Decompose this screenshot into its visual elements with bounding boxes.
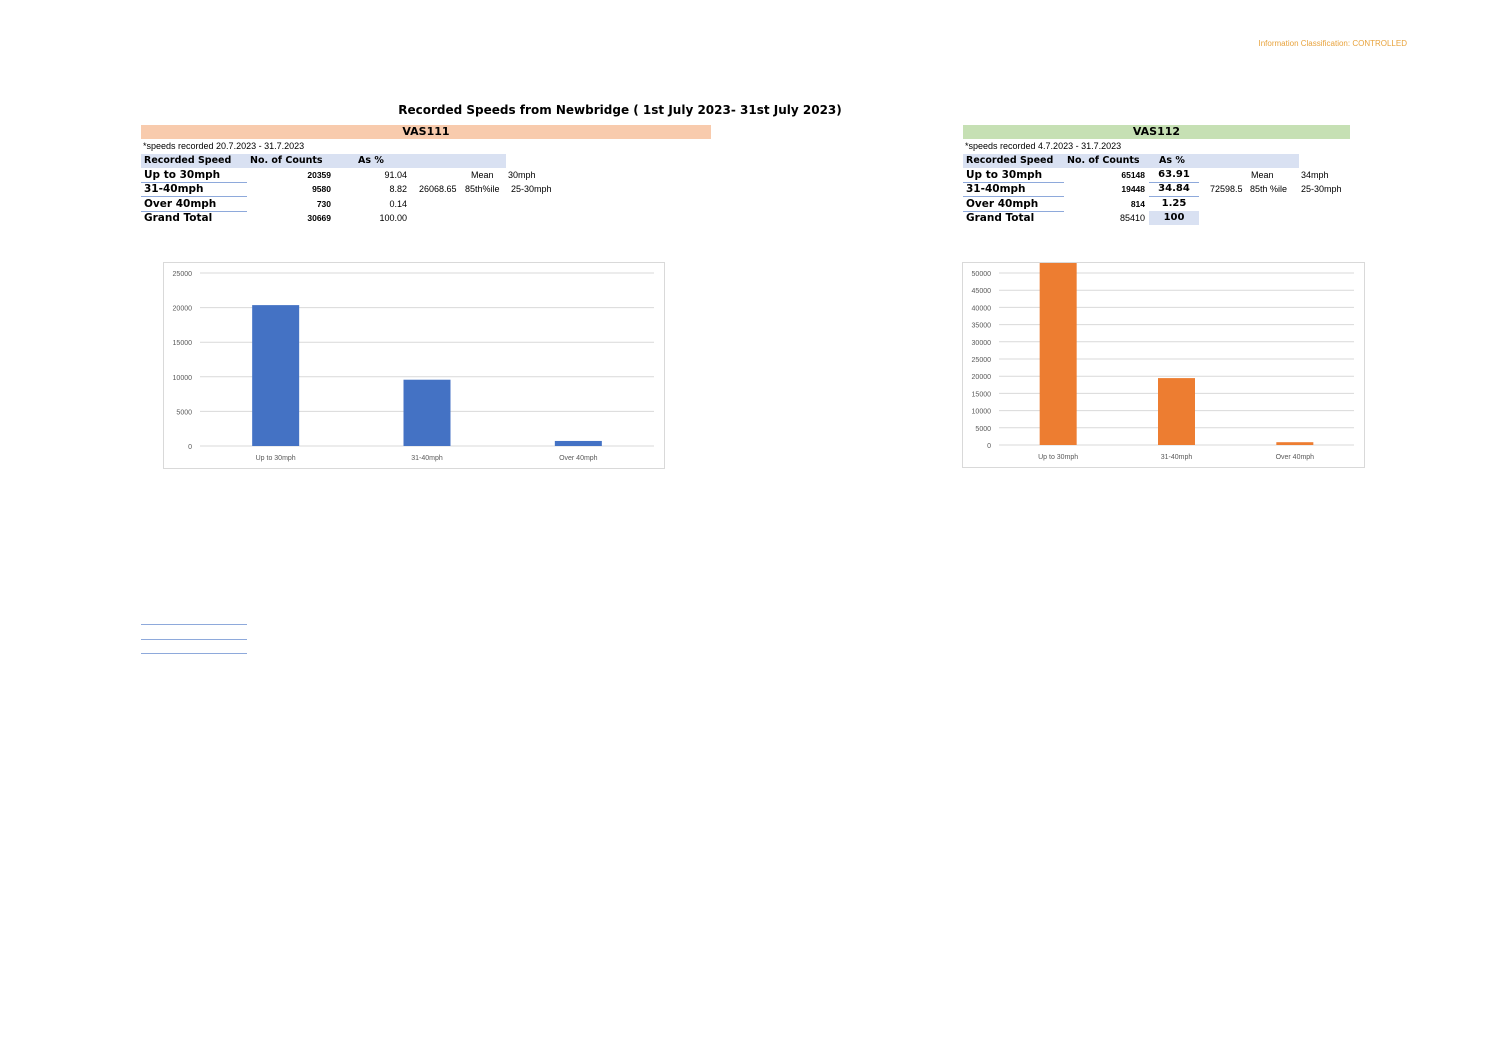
x-tick-label: Over 40mph: [1276, 454, 1315, 461]
row-underline: [141, 196, 247, 197]
y-tick-label: 15000: [972, 391, 992, 398]
vas111-row-pct: 91.04: [384, 170, 407, 180]
y-tick-label: 25000: [173, 271, 193, 278]
y-tick-label: 40000: [972, 305, 992, 312]
vas112-total-pct-fill: [1149, 211, 1199, 225]
bar: [1276, 442, 1314, 445]
y-tick-label: 10000: [972, 409, 992, 416]
vas112-header-pct: As %: [1159, 155, 1185, 166]
vas112-note: *speeds recorded 4.7.2023 - 31.7.2023: [965, 141, 1122, 151]
vas111-total-count: 30669: [307, 213, 331, 223]
y-tick-label: 0: [188, 444, 192, 451]
vas111-row-count: 9580: [312, 184, 331, 194]
y-tick-label: 20000: [972, 374, 992, 381]
vas111-row-label: Over 40mph: [144, 198, 217, 210]
row-underline: [963, 211, 1064, 212]
decorative-line: [141, 624, 247, 625]
vas111-table: Recorded Speed No. of Counts As % Up to …: [141, 154, 561, 226]
x-tick-label: 31-40mph: [1161, 454, 1193, 461]
vas111-total-label: Grand Total: [144, 212, 213, 224]
vas111-bar-chart: 0 5000 10000 15000 20000 25000 Up to 30mph 31-4…: [173, 271, 654, 462]
vas112-row-pct: 63.91: [1158, 169, 1190, 180]
vas111-header-counts: No. of Counts: [250, 155, 323, 166]
vas112-85th-label: 85th %ile: [1250, 184, 1288, 194]
vas112-total-label: Grand Total: [966, 212, 1035, 224]
bar: [1158, 378, 1195, 445]
vas112-header-counts: No. of Counts: [1067, 155, 1140, 166]
y-tick-label: 0: [987, 443, 991, 450]
vas111-header-row: [141, 154, 506, 168]
vas112-row-pct: 1.25: [1161, 198, 1187, 209]
y-tick-label: 50000: [972, 271, 992, 278]
vas112-total-count: 85410: [1119, 213, 1145, 223]
vas111-row-count: 730: [316, 199, 331, 209]
vas111-85th-label: 85th%ile: [465, 184, 500, 194]
y-tick-label: 30000: [972, 340, 992, 347]
vas112-bar-chart: 0 5000 10000 15000 20000 25000 30000 35000 40000…: [972, 220, 1354, 461]
vas111-chart: 0 5000 10000 15000 20000 25000 Up to 30mph 31-4…: [163, 262, 665, 469]
vas112-header-band: VAS112: [963, 125, 1350, 139]
vas111-note: *speeds recorded 20.7.2023 - 31.7.2023: [143, 141, 305, 151]
vas112-extra-value: 72598.5: [1210, 184, 1243, 194]
vas111-header-pct: As %: [358, 155, 384, 166]
y-tick-label: 15000: [173, 340, 193, 347]
vas112-total-pct: 100: [1163, 212, 1185, 223]
vas111-header-speed: Recorded Speed: [144, 155, 232, 166]
vas111-row-label: 31-40mph: [144, 183, 204, 195]
y-tick-label: 5000: [975, 426, 991, 433]
x-tick-label: 31-40mph: [411, 455, 443, 462]
bar: [554, 440, 602, 446]
row-underline: [141, 211, 247, 212]
row-underline: [1149, 182, 1199, 183]
vas111-mean-label: Mean: [471, 170, 494, 180]
x-tick-label: Up to 30mph: [256, 455, 296, 462]
x-tick-label: Up to 30mph: [1038, 454, 1078, 461]
vas112-chart: 0 5000 10000 15000 20000 25000 30000 35000 40000…: [962, 220, 1365, 468]
vas111-extra-value: 26068.65: [419, 184, 457, 194]
vas112-mean-value: 34mph: [1301, 170, 1329, 180]
vas111-row-label: Up to 30mph: [144, 169, 221, 181]
vas112-row-count: 19448: [1121, 184, 1145, 194]
vas112-row-label: Up to 30mph: [966, 169, 1043, 181]
classification-label: Information Classification: CONTROLLED: [1258, 39, 1408, 48]
decorative-line: [141, 653, 247, 654]
y-tick-label: 35000: [972, 323, 992, 330]
y-tick-label: 20000: [173, 306, 193, 313]
report-title: Recorded Speeds from Newbridge ( 1st Jul…: [398, 103, 842, 117]
vas112-header-row: [963, 154, 1299, 168]
vas111-row-pct: 8.82: [389, 184, 407, 194]
y-tick-label: 25000: [972, 357, 992, 364]
bar: [252, 305, 300, 446]
vas112-row-count: 814: [1130, 199, 1145, 209]
row-underline: [141, 182, 247, 183]
row-underline: [963, 196, 1064, 197]
vas111-header-band: VAS111: [141, 125, 711, 139]
vas112-mean-label: Mean: [1251, 170, 1274, 180]
decorative-line: [141, 639, 247, 640]
vas112-85th-value: 25-30mph: [1301, 184, 1342, 194]
vas111-85th-value: 25-30mph: [511, 184, 552, 194]
bar: [1039, 220, 1077, 445]
vas112-header-speed: Recorded Speed: [966, 155, 1054, 166]
vas111-total-pct: 100.00: [379, 213, 407, 223]
vas112-row-count: 65148: [1121, 170, 1145, 180]
y-tick-label: 45000: [972, 288, 992, 295]
vas112-row-pct: 34.84: [1158, 183, 1190, 194]
y-tick-label: 10000: [173, 375, 193, 382]
bar: [403, 379, 451, 446]
row-underline: [963, 182, 1064, 183]
x-tick-label: Over 40mph: [559, 455, 598, 462]
y-tick-label: 5000: [176, 409, 192, 416]
vas111-row-count: 20359: [307, 170, 331, 180]
vas112-row-label: 31-40mph: [966, 183, 1026, 195]
vas111-row-pct: 0.14: [389, 199, 407, 209]
vas111-mean-value: 30mph: [508, 170, 536, 180]
vas112-row-label: Over 40mph: [966, 198, 1039, 210]
row-underline: [1149, 196, 1199, 197]
vas112-table: Recorded Speed No. of Counts As % Up to …: [963, 154, 1363, 226]
